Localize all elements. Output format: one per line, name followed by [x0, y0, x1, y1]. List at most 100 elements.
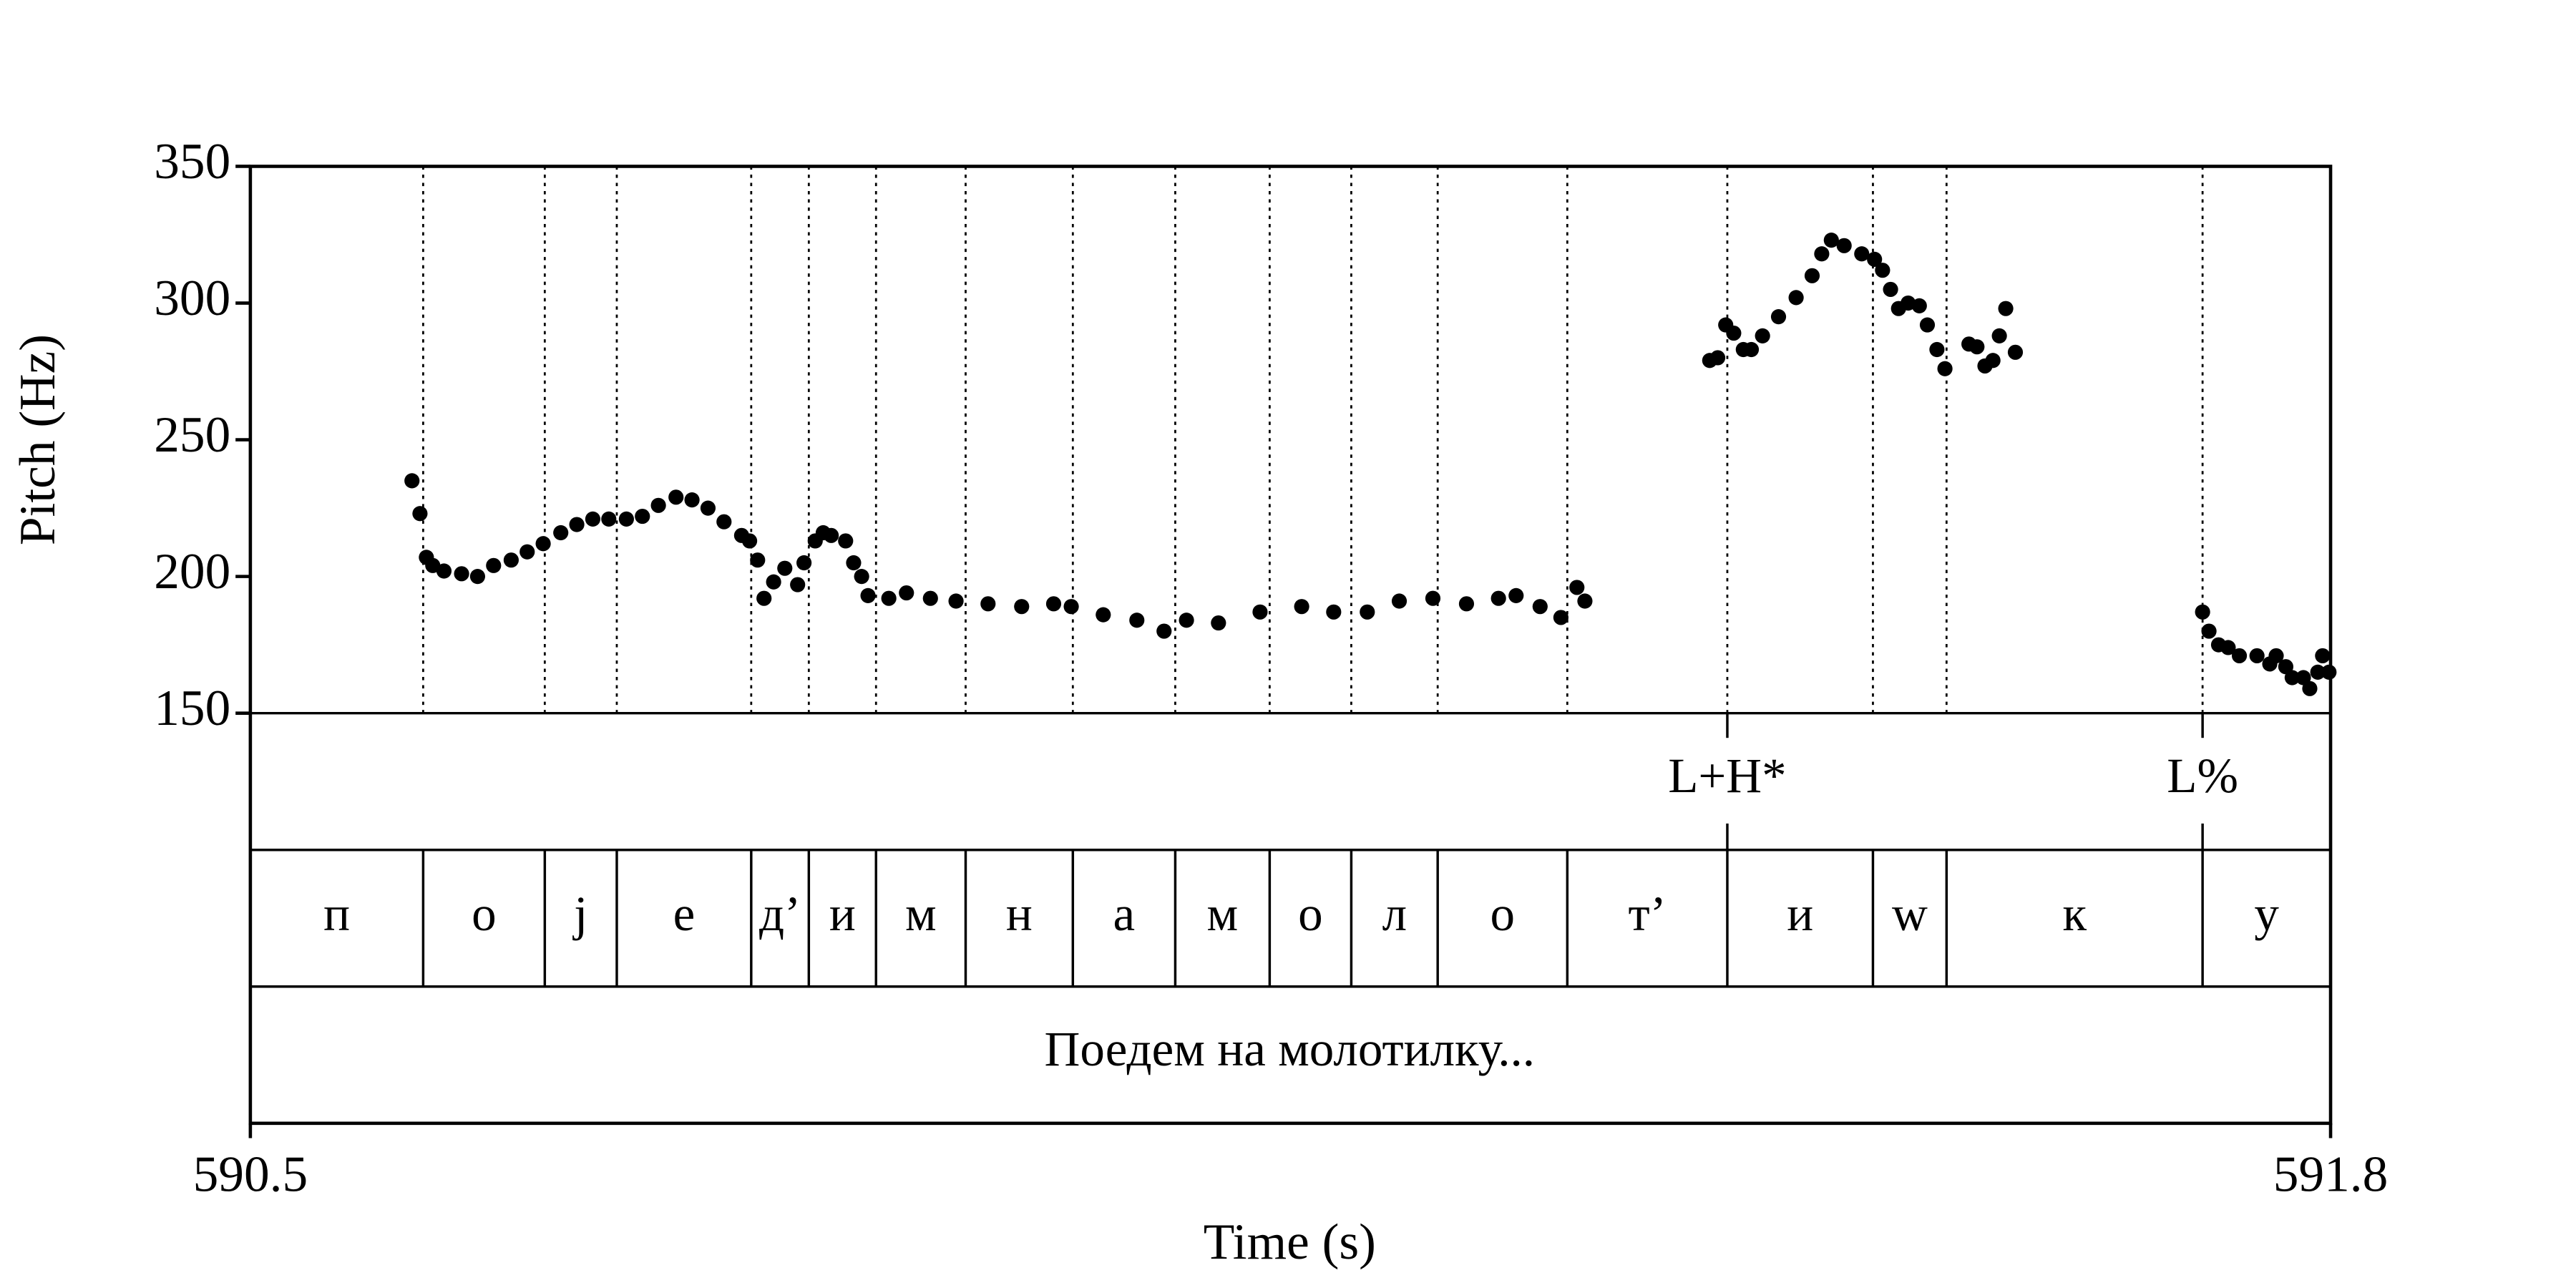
pitch-point: [922, 590, 938, 606]
pitch-point: [1991, 328, 2007, 343]
pitch-point: [1179, 613, 1194, 628]
pitch-point: [635, 508, 650, 525]
x-tick-label: 591.8: [2273, 1146, 2389, 1202]
pitch-point: [553, 525, 569, 541]
segment-label: л: [1382, 886, 1407, 941]
pitch-point: [1096, 607, 1111, 623]
pitch-point: [1360, 604, 1375, 620]
pitch-point: [2310, 664, 2326, 680]
tone-label: L%: [2167, 748, 2238, 803]
y-tick-label: 350: [154, 133, 230, 190]
pitch-point: [569, 517, 585, 532]
pitch-point: [1823, 233, 1839, 248]
segment-label: е: [673, 886, 696, 941]
pitch-point: [1326, 604, 1342, 620]
pitch-point: [601, 511, 617, 527]
pitch-point: [1804, 268, 1820, 283]
pitch-point: [1911, 298, 1927, 313]
pitch-point: [2195, 604, 2210, 620]
pitch-point: [980, 596, 996, 612]
pitch-point: [1985, 353, 2001, 369]
pitch-point: [948, 593, 964, 609]
pitch-point: [486, 557, 502, 573]
pitch-point: [899, 585, 914, 601]
x-tick-label: 590.5: [193, 1146, 308, 1202]
pitch-point: [1063, 599, 1079, 615]
pitch-point: [796, 555, 812, 571]
pitch-point: [790, 577, 806, 592]
segment-label: д’: [759, 886, 801, 941]
pitch-point: [469, 569, 486, 585]
pitch-point: [1491, 590, 1506, 606]
pitch-point: [838, 533, 854, 549]
pitch-point: [1919, 317, 1936, 333]
pitch-point: [436, 563, 452, 579]
segment-label: j: [572, 886, 587, 941]
segment-label: м: [1207, 886, 1239, 941]
pitch-point: [1553, 610, 1568, 625]
pitch-point: [425, 557, 441, 573]
tone-label: L+H*: [1668, 748, 1787, 803]
pitch-point: [1129, 613, 1145, 628]
pitch-point: [1854, 246, 1870, 262]
y-tick-label: 300: [154, 270, 230, 326]
pitch-point: [846, 555, 862, 571]
pitch-point: [1532, 599, 1548, 615]
pitch-point: [1743, 341, 1760, 358]
segment-label: о: [472, 886, 497, 941]
pitch-point: [585, 511, 601, 527]
pitch-point: [2007, 344, 2024, 360]
pitch-point: [535, 536, 551, 552]
pitch-point: [1508, 587, 1524, 603]
pitch-point: [1788, 290, 1804, 306]
y-tick-label: 150: [154, 680, 230, 736]
segment-label: w: [1892, 886, 1928, 941]
pitch-point: [2284, 670, 2300, 686]
pitch-point: [412, 506, 428, 522]
pitch-point: [684, 492, 700, 508]
pitch-point: [2268, 648, 2284, 664]
segment-label: а: [1113, 886, 1136, 941]
pitch-point: [2321, 664, 2337, 680]
pitch-point: [1875, 263, 1890, 278]
pitch-point: [860, 587, 876, 603]
pitch-point: [618, 511, 634, 527]
pitch-point: [1709, 350, 1726, 366]
pitch-point: [1211, 615, 1226, 631]
pitch-point: [1867, 251, 1883, 267]
pitch-point: [1937, 361, 1953, 376]
segment-label: п: [323, 886, 350, 941]
pitch-point: [650, 497, 666, 513]
segment-label: о: [1298, 886, 1323, 941]
phrase-label: Поедем на молотилку...: [1045, 1021, 1535, 1076]
pitch-point: [750, 552, 766, 568]
pitch-point: [1770, 309, 1787, 325]
segment-label: у: [2254, 886, 2279, 941]
pitch-point: [742, 533, 758, 549]
pitch-point: [1014, 599, 1030, 615]
pitch-point: [2296, 670, 2311, 686]
pitch-point: [1569, 580, 1585, 595]
pitch-point: [881, 590, 897, 606]
pitch-point: [756, 590, 772, 606]
pitch-point: [503, 552, 519, 568]
pitch-point: [1425, 590, 1441, 606]
pitch-point: [1156, 623, 1172, 639]
pitch-point: [2249, 648, 2265, 664]
y-axis-label: Pitch (Hz): [9, 334, 66, 545]
pitch-point: [454, 566, 469, 582]
pitch-point: [1755, 328, 1770, 343]
segment-label: т’: [1629, 886, 1667, 941]
pitch-point: [1969, 339, 1985, 355]
pitch-point: [777, 560, 793, 576]
frame: [248, 165, 2333, 1126]
pitch-point: [716, 514, 732, 530]
segment-label: н: [1006, 886, 1033, 941]
pitch-point: [2231, 648, 2248, 664]
pitch-point: [2302, 680, 2318, 696]
pitch-point: [1836, 238, 1852, 253]
pitch-point: [2201, 623, 2217, 639]
pitch-point: [1252, 604, 1268, 620]
